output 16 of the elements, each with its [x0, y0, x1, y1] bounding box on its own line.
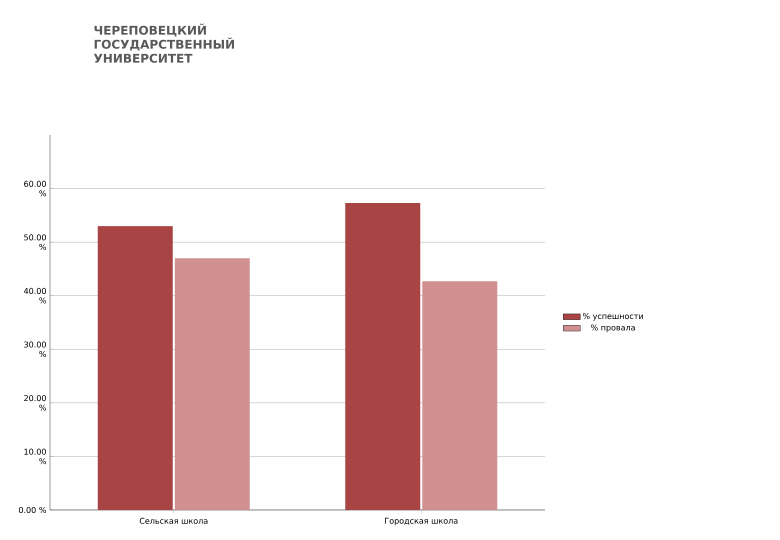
y-tick-label: 30.00 %	[24, 341, 46, 358]
bar	[422, 281, 498, 510]
y-tick-label: 50.00 %	[24, 234, 46, 250]
y-tick-label: 60.00 %	[24, 180, 46, 196]
bar	[98, 226, 173, 510]
x-tick-label: Городская школа	[385, 518, 458, 526]
y-tick-label: 20.00 %	[24, 395, 46, 411]
y-tick-label: 10.00 %	[24, 448, 46, 464]
x-tick-label: Сельская школа	[140, 518, 208, 524]
bar	[174, 258, 250, 510]
legend-label: % успешности	[582, 313, 643, 321]
y-tick-label: 40.00 %	[24, 288, 46, 304]
legend-label: % провала	[591, 324, 635, 332]
text: ЧЕРЕПОВЕЦКИЙ ГОСУДАРСТВЕННЫЙ УНИВЕРСИТЕТ	[94, 24, 234, 63]
bar	[345, 203, 420, 510]
y-tick-label: 0.00 %	[18, 506, 46, 514]
